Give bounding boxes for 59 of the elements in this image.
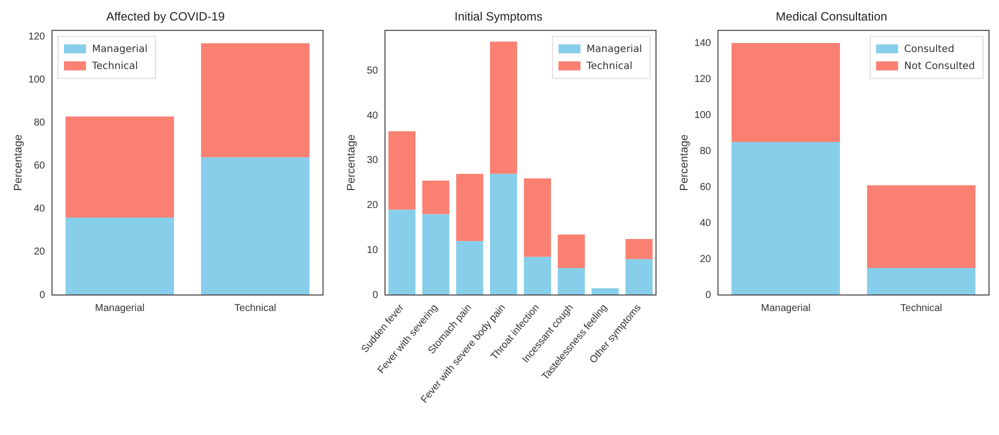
y-tick-label: 40: [366, 110, 378, 122]
bar: [388, 131, 416, 210]
bar: [732, 142, 840, 295]
y-tick-label: 20: [366, 200, 378, 212]
y-tick-label: 40: [700, 218, 712, 229]
bar: [867, 185, 976, 268]
bar: [201, 157, 310, 295]
y-tick-label: 140: [694, 38, 712, 49]
x-tick-label: Managerial: [761, 302, 810, 314]
y-tick-label: 60: [34, 160, 46, 172]
y-tick-label: 0: [39, 290, 46, 301]
bar: [388, 210, 416, 295]
bar: [558, 268, 585, 295]
bar: [456, 241, 484, 295]
y-tick-label: 40: [34, 204, 46, 215]
y-tick-label: 120: [28, 32, 46, 43]
legend-label: Managerial: [586, 44, 642, 55]
x-tick-label: Technical: [234, 302, 276, 314]
y-tick-label: 30: [366, 155, 378, 166]
y-tick-label: 100: [694, 110, 712, 121]
bar: [626, 238, 653, 260]
y-tick-label: 80: [700, 146, 712, 157]
legend-label: Technical: [91, 60, 138, 72]
bar: [422, 180, 450, 214]
y-axis-title: Percentage: [346, 134, 358, 191]
y-axis-title: Percentage: [12, 134, 25, 191]
legend-label: Technical: [585, 60, 632, 72]
chart-title: Affected by COVID-19: [106, 10, 226, 24]
bar: [456, 174, 484, 242]
y-tick-label: 60: [700, 182, 712, 193]
bar: [626, 259, 653, 295]
bar: [422, 214, 450, 295]
chart-title: Initial Symptoms: [454, 10, 543, 24]
legend-label: Consulted: [904, 44, 954, 55]
x-tick-label: Technical: [900, 302, 942, 314]
y-axis-title: Percentage: [678, 134, 691, 191]
y-tick-label: 50: [366, 66, 378, 77]
y-tick-label: 100: [28, 74, 46, 86]
bar: [490, 174, 518, 295]
bar: [558, 234, 585, 268]
chart-title: Medical Consultation: [776, 10, 888, 24]
bar: [524, 256, 551, 295]
bar: [732, 43, 840, 142]
y-tick-label: 80: [34, 118, 46, 129]
y-tick-label: 120: [694, 74, 712, 85]
bar: [490, 42, 518, 174]
y-tick-label: 0: [372, 290, 378, 301]
bar: [201, 43, 310, 158]
legend-label: Managerial: [92, 44, 148, 55]
x-tick-label: Managerial: [95, 302, 144, 314]
y-tick-label: 20: [34, 246, 46, 258]
bar: [524, 178, 551, 257]
y-tick-label: 10: [366, 244, 378, 256]
y-tick-label: 0: [705, 290, 712, 301]
bar: [867, 268, 976, 295]
bar: [66, 218, 174, 295]
y-tick-label: 20: [700, 254, 712, 265]
bar: [66, 116, 174, 218]
legend-label: Not Consulted: [904, 60, 976, 72]
